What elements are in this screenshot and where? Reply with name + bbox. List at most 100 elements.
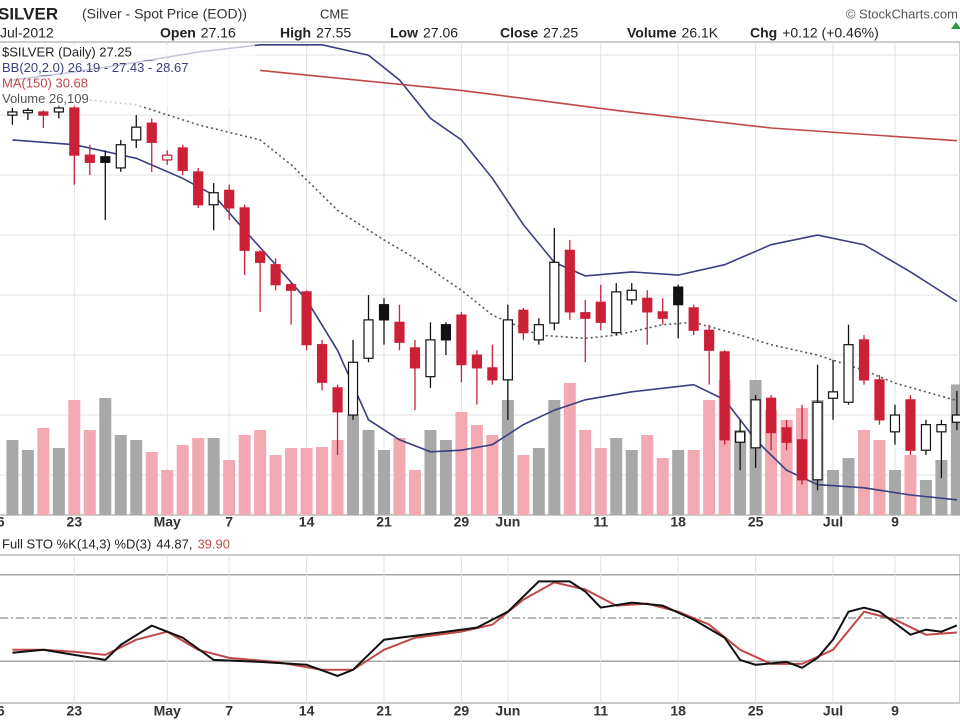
candle-body (84, 154, 95, 163)
legend-value: 44.87, (156, 536, 192, 551)
stochastic-panel (0, 554, 960, 704)
volume-bar (114, 435, 127, 515)
candle-body (38, 111, 49, 116)
candle-body (719, 351, 730, 441)
candle-body (827, 391, 839, 399)
candle-body (796, 439, 808, 481)
volume-bar (378, 450, 390, 515)
volume-bar (68, 400, 81, 515)
candle-body (951, 414, 960, 423)
volume-bar (145, 452, 158, 515)
legend-entry: $SILVER (Daily) 27.25 (2, 44, 132, 59)
candle-body (7, 111, 18, 116)
candle-body (564, 249, 575, 313)
candle-body (533, 324, 544, 341)
stat-value: 27.16 (201, 25, 236, 41)
candle-body (270, 264, 281, 286)
candle-body (735, 431, 746, 443)
candle-body (611, 291, 622, 334)
volume-bar (625, 450, 638, 515)
stat-value: 27.25 (543, 25, 578, 41)
candle-body (471, 354, 483, 369)
volume-bar (223, 460, 236, 515)
volume-bar (563, 383, 576, 515)
volume-bar (641, 435, 654, 515)
candle-body (208, 192, 219, 206)
volume-bar (672, 450, 685, 515)
candle-body (22, 109, 33, 114)
overlay-line (12, 139, 957, 501)
candle-body (177, 147, 188, 171)
volume-bar (192, 438, 205, 515)
volume-bar (176, 445, 189, 515)
legend-value: 39.90 (197, 536, 230, 551)
stochastic-line (12, 580, 958, 677)
legend-background (0, 91, 255, 107)
candle-body (920, 424, 932, 451)
volume-bar (873, 440, 886, 515)
candle-body (580, 312, 591, 319)
price-plot (0, 42, 960, 515)
x-tick-label: 9 (891, 703, 899, 719)
legend-entry: Full STO %K(14,3) %D(3) (2, 536, 151, 551)
candle-body (657, 311, 668, 319)
volume-bar (765, 410, 778, 515)
candle-body (69, 107, 80, 156)
x-tick-label: 23 (67, 703, 83, 719)
x-tick-label: 18 (670, 514, 686, 530)
x-tick-label: May (154, 703, 181, 719)
x-tick-label: 9 (891, 514, 899, 530)
candle-body (100, 156, 111, 163)
volume-bar (579, 430, 592, 515)
volume-bar (470, 425, 483, 515)
candle-body (162, 154, 173, 161)
volume-bar (827, 470, 840, 515)
candle-body (843, 344, 854, 403)
volume-bar (207, 438, 220, 515)
volume-bar (393, 438, 406, 515)
candle-body (874, 379, 885, 421)
x-tick-label: 21 (376, 703, 392, 719)
candle-body (131, 126, 142, 141)
volume-bar (703, 400, 716, 515)
candle-body (456, 314, 467, 366)
x-tick-label: 16 (0, 703, 5, 719)
candle-body (812, 401, 823, 481)
candle-body (595, 301, 606, 323)
candle-body (549, 261, 560, 324)
volume-bar (548, 400, 561, 515)
candle-body (53, 107, 64, 113)
x-tick-label: 7 (225, 514, 233, 530)
stat-value: 27.06 (423, 25, 458, 41)
volume-bar (254, 430, 267, 515)
candle-body (688, 307, 699, 331)
stat-label: Volume (627, 25, 677, 41)
volume-bar (919, 480, 932, 515)
candle-body (224, 189, 235, 209)
exchange: CME (320, 6, 349, 21)
volume-bar (858, 430, 870, 515)
x-tick-label: 11 (593, 703, 608, 719)
volume-bar (238, 435, 251, 515)
candle-body (425, 339, 436, 378)
candle-body (255, 251, 266, 263)
overlay-line (260, 69, 957, 142)
candle-body (487, 367, 498, 381)
volume-bar (935, 460, 948, 515)
volume-bar (734, 430, 747, 515)
volume-bar (316, 447, 329, 515)
volume-bar (455, 412, 468, 515)
candle-body (502, 319, 513, 381)
candle-body (626, 289, 637, 301)
x-tick-label: 23 (67, 514, 83, 530)
volume-bar (285, 448, 298, 515)
volume-bar (594, 448, 607, 515)
candle-body (518, 309, 529, 334)
stat-value: +0.12 (+0.46%) (782, 25, 879, 41)
source: © StockCharts.com (846, 6, 958, 21)
volume-bar (501, 400, 514, 515)
volume-bar (904, 455, 917, 515)
volume-bar (656, 458, 669, 515)
x-tick-label: 25 (748, 703, 764, 719)
overlay-line (89, 99, 958, 402)
